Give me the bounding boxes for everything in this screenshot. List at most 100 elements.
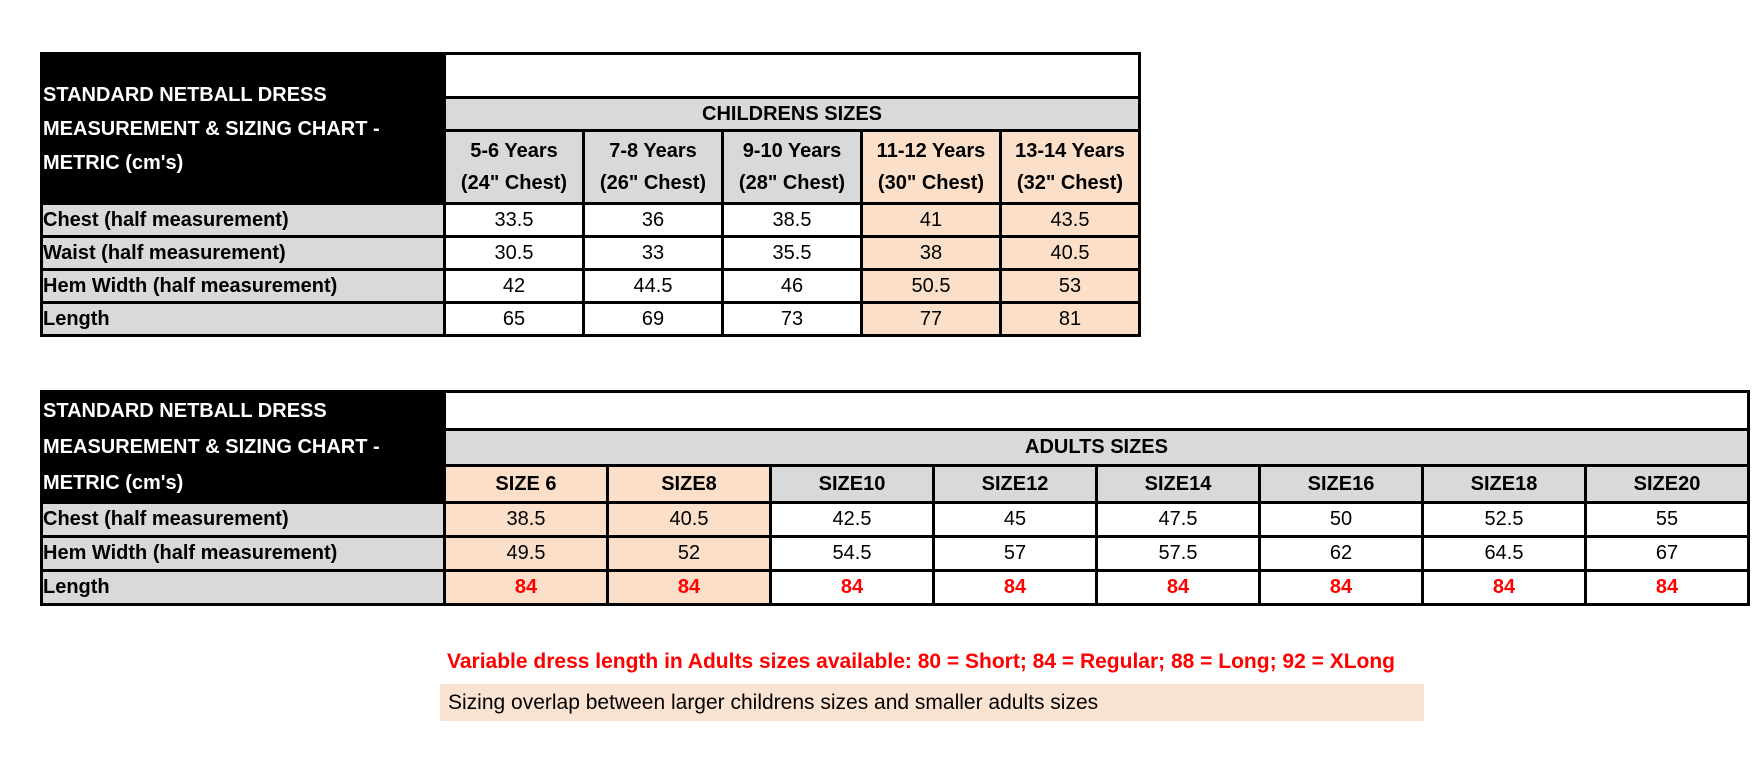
column-header-line: (28" Chest) [738, 172, 846, 194]
value-cell: 84 [443, 569, 609, 606]
table-row: STANDARD NETBALL DRESS MEASUREMENT & SIZI… [40, 389, 1750, 504]
row-label: Chest (half measurement) [40, 501, 446, 538]
table-row: Length 84 84 84 84 84 84 84 84 [40, 569, 1750, 606]
row-label: Length [40, 301, 446, 337]
size-group-header: CHILDRENS SIZES [442, 96, 1142, 132]
sizing-overlap-note: Sizing overlap between larger childrens … [440, 684, 1424, 721]
value-cell: 40.5 [998, 235, 1142, 271]
value-cell: 69 [582, 301, 724, 337]
column-header: 13-14 Years (32" Chest) [998, 129, 1142, 205]
column-header: SIZE 6 [443, 463, 609, 505]
row-label: Waist (half measurement) [40, 235, 446, 271]
column-header-line: 13-14 Years [1015, 140, 1125, 162]
column-header: 9-10 Years (28" Chest) [721, 129, 863, 205]
value-cell: 57 [932, 535, 1098, 572]
value-cell: 44.5 [582, 268, 724, 304]
value-cell: 84 [1584, 569, 1750, 606]
value-cell: 67 [1584, 535, 1750, 572]
value-cell: 33 [582, 235, 724, 271]
table-title: STANDARD NETBALL DRESS MEASUREMENT & SIZI… [40, 390, 446, 504]
table-row: Waist (half measurement) 30.5 33 35.5 38 40.5 [40, 235, 1142, 271]
column-header-line: 5-6 Years [470, 140, 558, 162]
value-cell: 81 [998, 301, 1142, 337]
value-cell: 38 [860, 235, 1002, 271]
value-cell: 30.5 [443, 235, 585, 271]
value-cell: 84 [769, 569, 935, 606]
value-cell: 73 [721, 301, 863, 337]
column-header-line: (24" Chest) [460, 172, 568, 194]
value-cell: 54.5 [769, 535, 935, 572]
column-header-line: 11-12 Years [876, 140, 986, 162]
column-header: SIZE12 [932, 463, 1098, 505]
variable-length-note: Variable dress length in Adults sizes av… [447, 650, 1396, 673]
table-row: Chest (half measurement) 33.5 36 38.5 41 43.5 [40, 202, 1142, 238]
column-header: 5-6 Years (24" Chest) [443, 129, 585, 205]
blank-strip [442, 52, 1142, 99]
column-header: SIZE10 [769, 463, 935, 505]
childrens-sizes-table: STANDARD NETBALL DRESS MEASUREMENT & SIZI… [40, 52, 1142, 337]
value-cell: 57.5 [1095, 535, 1261, 572]
value-cell: 38.5 [721, 202, 863, 238]
adults-sizes-table: STANDARD NETBALL DRESS MEASUREMENT & SIZI… [40, 389, 1750, 606]
table-row: SIZE 6 SIZE8 SIZE10 SIZE12 SIZE14 SIZE16 SIZE1… [42, 463, 1750, 505]
value-cell: 52.5 [1421, 501, 1587, 538]
column-header: 11-12 Years (30" Chest) [860, 129, 1002, 205]
column-header-line: (30" Chest) [877, 172, 985, 194]
table-title-line: MEASUREMENT & SIZING CHART - [43, 436, 380, 458]
table-row: STANDARD NETBALL DRESS MEASUREMENT & SIZI… [40, 52, 1142, 205]
value-cell: 45 [932, 501, 1098, 538]
value-cell: 47.5 [1095, 501, 1261, 538]
column-header-line: (32" Chest) [1016, 172, 1124, 194]
row-label: Hem Width (half measurement) [40, 268, 446, 304]
table-row: 5-6 Years (24" Chest) 7-8 Years (26" Chest)… [42, 129, 1142, 205]
column-header: SIZE8 [606, 463, 772, 505]
value-cell: 50.5 [860, 268, 1002, 304]
value-cell: 55 [1584, 501, 1750, 538]
value-cell: 41 [860, 202, 1002, 238]
column-header: SIZE20 [1584, 463, 1750, 505]
value-cell: 40.5 [606, 501, 772, 538]
row-label: Hem Width (half measurement) [40, 535, 446, 572]
value-cell: 46 [721, 268, 863, 304]
table-row: Chest (half measurement) 38.5 40.5 42.5 45 47… [40, 501, 1750, 538]
column-header: 7-8 Years (26" Chest) [582, 129, 724, 205]
value-cell: 49.5 [443, 535, 609, 572]
value-cell: 84 [932, 569, 1098, 606]
value-cell: 84 [1258, 569, 1424, 606]
table-title: STANDARD NETBALL DRESS MEASUREMENT & SIZI… [40, 52, 446, 205]
column-header: SIZE18 [1421, 463, 1587, 505]
value-cell: 64.5 [1421, 535, 1587, 572]
table-row: Length 65 69 73 77 81 [40, 301, 1142, 337]
table-row: ADULTS SIZES [42, 428, 1750, 467]
value-cell: 62 [1258, 535, 1424, 572]
column-header: SIZE16 [1258, 463, 1424, 505]
table-row: Hem Width (half measurement) 49.5 52 54.5 57… [40, 535, 1750, 572]
table-title-line: MEASUREMENT & SIZING CHART - [43, 117, 380, 140]
table-title-line: STANDARD NETBALL DRESS [43, 83, 327, 106]
column-header-line: 7-8 Years [609, 140, 697, 162]
table-row: CHILDRENS SIZES [42, 96, 1142, 132]
value-cell: 53 [998, 268, 1142, 304]
value-cell: 42 [443, 268, 585, 304]
value-cell: 84 [606, 569, 772, 606]
value-cell: 43.5 [998, 202, 1142, 238]
value-cell: 50 [1258, 501, 1424, 538]
row-label: Length [40, 569, 446, 606]
table-title-line: METRIC (cm's) [43, 151, 184, 174]
size-group-header: ADULTS SIZES [443, 428, 1750, 467]
table-row: Hem Width (half measurement) 42 44.5 46 50.5… [40, 268, 1142, 304]
value-cell: 52 [606, 535, 772, 572]
value-cell: 84 [1095, 569, 1261, 606]
value-cell: 65 [443, 301, 585, 337]
value-cell: 33.5 [443, 202, 585, 238]
table-title-line: STANDARD NETBALL DRESS [43, 400, 327, 422]
table-title-line: METRIC (cm's) [43, 472, 184, 494]
column-header-line: 9-10 Years [742, 140, 842, 162]
value-cell: 84 [1421, 569, 1587, 606]
value-cell: 36 [582, 202, 724, 238]
value-cell: 42.5 [769, 501, 935, 538]
value-cell: 38.5 [443, 501, 609, 538]
blank-strip [443, 389, 1750, 432]
column-header-line: (26" Chest) [599, 172, 707, 194]
